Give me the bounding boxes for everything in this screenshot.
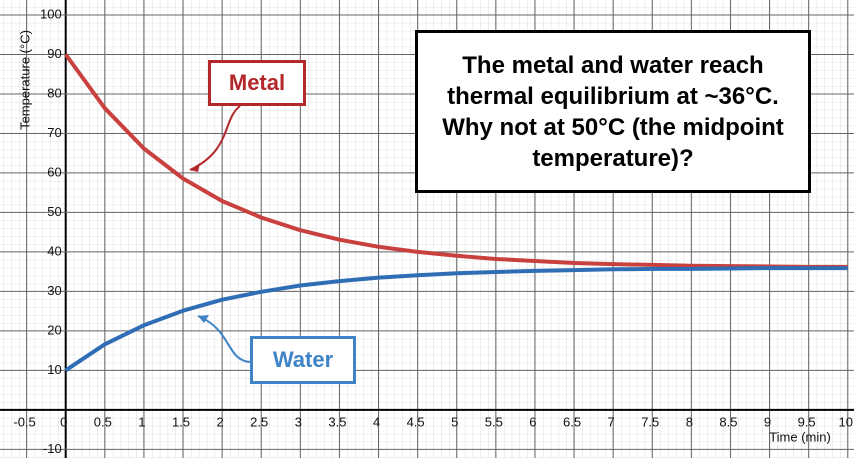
x-tick-label: 2.5	[250, 414, 268, 429]
x-tick-label: 3	[295, 414, 302, 429]
metal-arrow-head	[190, 163, 200, 172]
x-tick-label: 8.5	[719, 414, 737, 429]
series-line	[64, 266, 848, 372]
water-arrow-head	[198, 315, 209, 323]
x-tick-label: 1	[138, 414, 145, 429]
y-axis-label: Temperature (°C)	[17, 30, 32, 130]
x-tick-label: 10	[839, 414, 853, 429]
water-arrow	[197, 315, 251, 363]
y-tick-label: 60	[47, 164, 61, 179]
x-tick-label: 3.5	[328, 414, 346, 429]
metal-arrow	[189, 105, 241, 171]
x-tick-label: 9.5	[798, 414, 816, 429]
x-tick-label: -0.5	[13, 414, 35, 429]
x-tick-label: 9	[764, 414, 771, 429]
y-tick-label: 20	[47, 322, 61, 337]
x-tick-label: 7	[608, 414, 615, 429]
x-tick-label: 5.5	[485, 414, 503, 429]
x-tick-label: 0.5	[94, 414, 112, 429]
water-label: Water	[250, 336, 356, 384]
x-tick-label: 0	[60, 414, 67, 429]
x-tick-label: 4.5	[407, 414, 425, 429]
y-tick-label: 10	[47, 362, 61, 377]
x-tick-label: 8	[686, 414, 693, 429]
x-tick-label: 6	[529, 414, 536, 429]
y-tick-label: 90	[47, 46, 61, 61]
x-tick-label: 2	[216, 414, 223, 429]
x-tick-label: 7.5	[641, 414, 659, 429]
x-tick-label: 1.5	[172, 414, 190, 429]
y-tick-label: 40	[47, 243, 61, 258]
y-tick-label: 100	[40, 6, 62, 21]
y-tick-label: 50	[47, 204, 61, 219]
y-tick-label: 70	[47, 125, 61, 140]
y-tick-label: 30	[47, 283, 61, 298]
x-tick-label: 4	[373, 414, 380, 429]
y-tick-label: 80	[47, 85, 61, 100]
y-tick-label: -10	[43, 441, 62, 456]
x-tick-label: 5	[451, 414, 458, 429]
x-axis-label: Time (min)	[769, 429, 831, 444]
series-line	[64, 53, 848, 269]
metal-label: Metal	[208, 60, 306, 106]
x-tick-label: 6.5	[563, 414, 581, 429]
question-box: The metal and water reach thermal equili…	[415, 30, 811, 193]
